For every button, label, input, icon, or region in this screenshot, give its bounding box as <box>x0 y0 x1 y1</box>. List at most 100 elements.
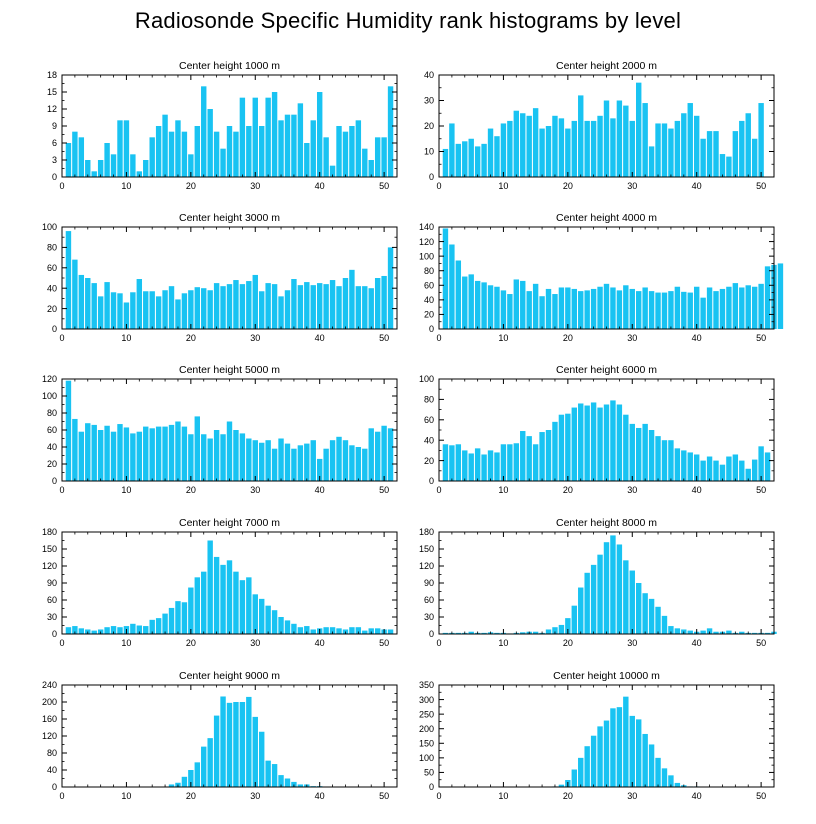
x-tick-label: 0 <box>436 333 441 343</box>
histogram-bar <box>349 269 355 329</box>
histogram-bar <box>726 630 732 634</box>
histogram-bar <box>207 290 213 329</box>
x-tick-label: 30 <box>250 791 260 801</box>
y-tick-label: 30 <box>47 612 57 622</box>
x-tick-label: 20 <box>563 791 573 801</box>
histogram-panel: Center height 4000 m 0 10 20 30 40 50 0 20 40 60 80… <box>419 212 784 343</box>
x-tick-label: 20 <box>186 638 196 648</box>
x-tick-label: 50 <box>379 791 389 801</box>
histogram-bar <box>487 450 494 481</box>
panel-title: Center height 2000 m <box>556 60 657 72</box>
histogram-bar <box>220 286 226 329</box>
x-tick-label: 50 <box>379 638 389 648</box>
histogram-bar <box>616 100 623 177</box>
histogram-bar <box>584 572 590 634</box>
histogram-bar <box>500 444 507 481</box>
y-tick-label: 180 <box>419 527 434 537</box>
histogram-bar <box>381 425 387 481</box>
histogram-bar <box>681 291 687 329</box>
x-tick-label: 10 <box>121 638 131 648</box>
histogram-bar <box>507 294 513 329</box>
histogram-bar <box>655 436 661 481</box>
x-tick-label: 20 <box>186 485 196 495</box>
histogram-bar <box>474 280 481 329</box>
histogram-bar <box>597 407 603 481</box>
panel-title: Center height 3000 m <box>179 212 280 224</box>
y-tick-label: 100 <box>42 222 57 232</box>
histogram-bar <box>239 97 246 177</box>
histogram-bar <box>104 143 110 177</box>
x-tick-label: 30 <box>627 181 637 191</box>
y-tick-label: 60 <box>47 595 57 605</box>
histogram-bar <box>297 445 304 481</box>
histogram-bar <box>207 109 213 177</box>
histogram-bar <box>610 118 616 177</box>
histogram-bar <box>642 733 648 787</box>
histogram-bar <box>213 430 220 481</box>
x-tick-label: 40 <box>692 485 702 495</box>
histogram-bar <box>136 279 143 329</box>
histogram-bar <box>629 288 635 329</box>
y-tick-label: 80 <box>47 243 57 253</box>
histogram-bar <box>297 103 304 177</box>
histogram-bar <box>494 286 500 329</box>
y-tick-label: 120 <box>419 561 434 571</box>
histogram-bar <box>494 136 500 177</box>
histogram-bar <box>130 433 136 481</box>
histogram-bar <box>739 631 745 634</box>
y-tick-label: 100 <box>42 391 57 401</box>
histogram-bar <box>726 456 732 481</box>
histogram-bar <box>117 293 123 329</box>
histogram-bar <box>207 540 213 634</box>
histogram-bar <box>162 114 168 177</box>
histogram-bar <box>246 577 252 634</box>
histogram-bar <box>374 278 381 329</box>
y-tick-label: 200 <box>42 697 57 707</box>
histogram-bar <box>239 433 246 481</box>
histogram-bar <box>719 288 726 329</box>
histogram-bar <box>117 424 123 481</box>
panel-title: Center height 8000 m <box>556 517 657 529</box>
histogram-bar <box>284 114 291 177</box>
histogram-bar <box>603 404 610 481</box>
y-tick-label: 60 <box>47 263 57 273</box>
histogram-bar <box>578 757 584 787</box>
histogram-bar <box>188 154 194 177</box>
histogram-bar <box>233 571 239 634</box>
histogram-bar <box>143 426 149 481</box>
x-tick-label: 40 <box>315 333 325 343</box>
histogram-bar <box>545 430 552 481</box>
histogram-bar <box>387 629 394 634</box>
histogram-bar <box>188 587 194 634</box>
x-tick-label: 50 <box>379 333 389 343</box>
histogram-bar <box>539 296 545 329</box>
histogram-bar <box>713 291 719 329</box>
histogram-bar <box>362 630 368 634</box>
histogram-bar <box>175 601 181 634</box>
histogram-bar <box>700 460 706 481</box>
histogram-bar <box>220 696 226 787</box>
histogram-bar <box>110 154 117 177</box>
histogram-bar <box>381 137 387 177</box>
histogram-bar <box>745 113 751 177</box>
histogram-bar <box>181 426 188 481</box>
histogram-bar <box>481 454 487 481</box>
histogram-bar <box>136 431 143 481</box>
histogram-bar <box>687 103 693 177</box>
histogram-panel: Center height 10000 m 0 10 20 30 40 50 0 50 100 15… <box>419 670 775 801</box>
histogram-bar <box>578 291 584 329</box>
histogram-bar <box>136 171 143 177</box>
histogram-bar <box>226 284 233 329</box>
histogram-bar <box>545 629 552 634</box>
x-tick-label: 10 <box>121 333 131 343</box>
histogram-bar <box>181 293 188 329</box>
histogram-bar <box>304 282 310 329</box>
histogram-bar <box>72 259 78 329</box>
histogram-bar <box>648 146 655 177</box>
histogram-panel: Center height 9000 m 0 10 20 30 40 50 0 40 80 120 1… <box>42 670 398 801</box>
y-tick-label: 200 <box>419 724 434 734</box>
histogram-bar <box>85 423 91 481</box>
histogram-bar <box>558 118 565 177</box>
histogram-bar <box>507 444 513 481</box>
histogram-bar <box>323 627 329 634</box>
